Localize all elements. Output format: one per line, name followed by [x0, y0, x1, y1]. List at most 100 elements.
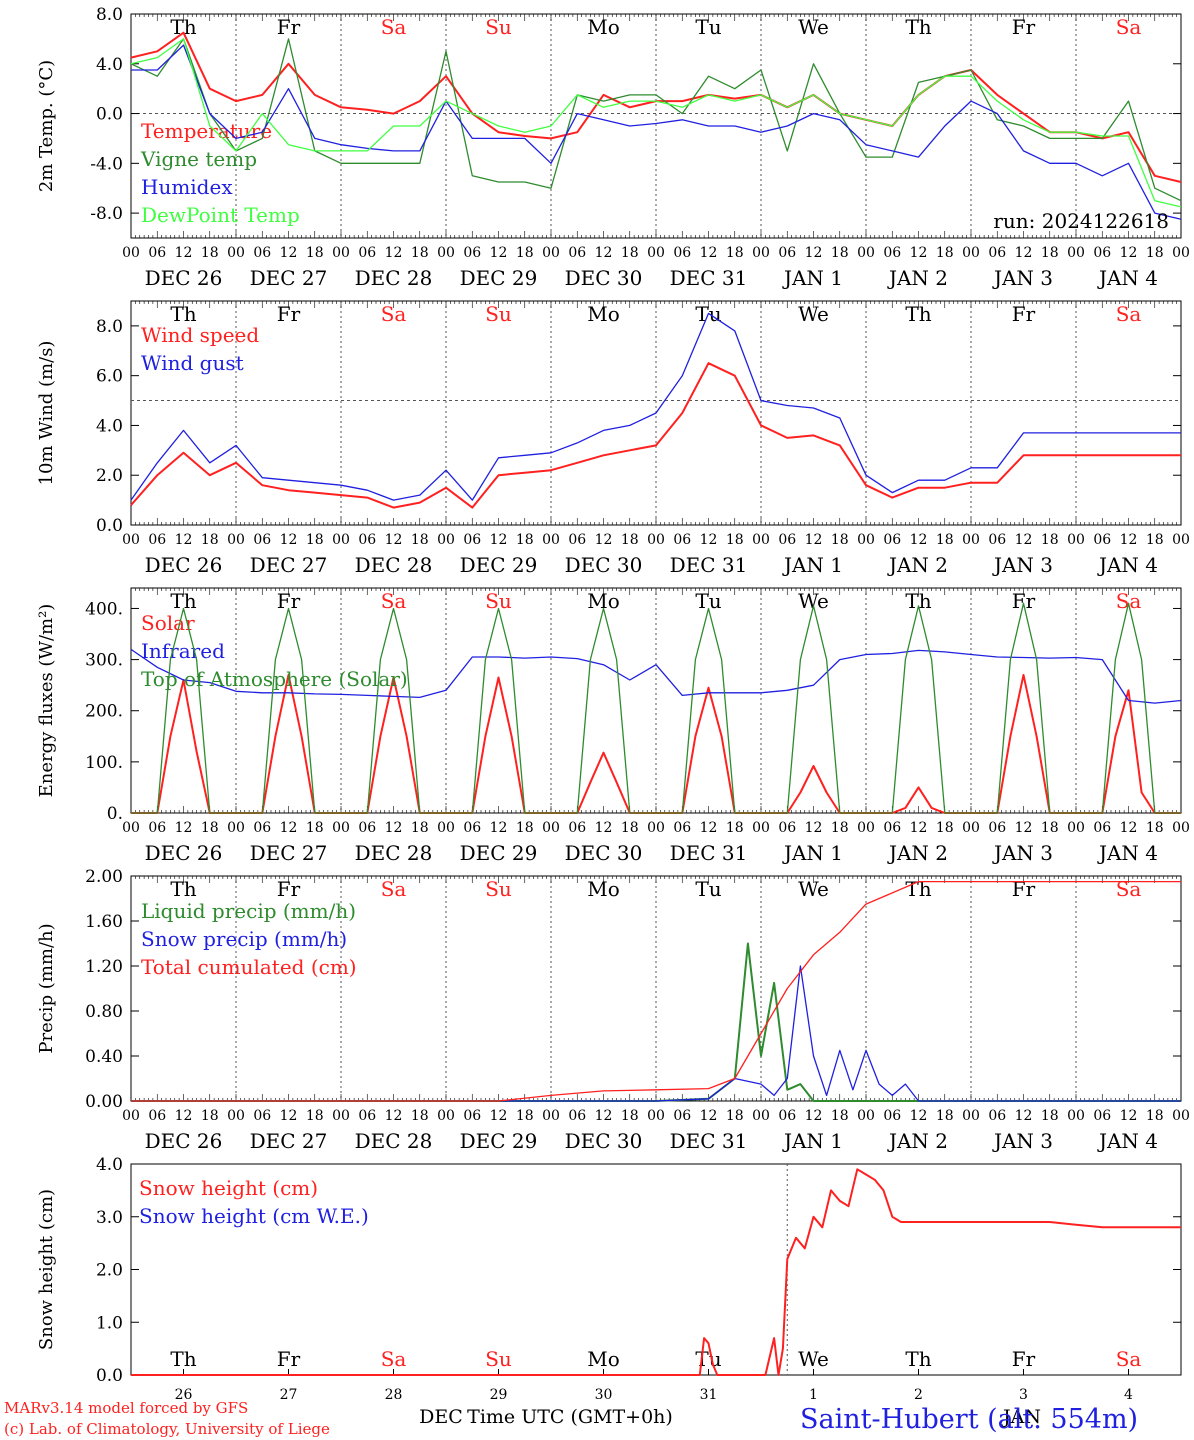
series-line-2 [130, 648, 1182, 704]
x-hour-label: 12 [805, 1108, 823, 1124]
x-hour-label: 00 [122, 820, 140, 836]
x-date-label: JAN 1 [782, 841, 843, 865]
day-name-label: Th [905, 15, 931, 39]
x-hour-label: 06 [988, 532, 1006, 548]
day-name-label: We [798, 1347, 829, 1371]
x-hour-label: 06 [148, 245, 166, 261]
day-name-label: Fr [277, 589, 301, 613]
x-hour-label: 00 [752, 1108, 770, 1124]
x-date-label: JAN 2 [887, 553, 948, 577]
series-line-1 [131, 1168, 1181, 1376]
x-hour-label: 00 [1172, 532, 1190, 548]
x-date-label: DEC 29 [460, 266, 538, 290]
day-name-label: Su [485, 1347, 512, 1371]
x-date-label: JAN 3 [992, 1129, 1053, 1153]
y-tick-label: -4.0 [90, 154, 123, 174]
legend-entry: DewPoint Temp [141, 203, 300, 227]
x-hour-label: 06 [673, 532, 691, 548]
x-hour-label: 00 [542, 1108, 560, 1124]
day-name-label: Th [905, 589, 931, 613]
x-hour-label: 00 [857, 245, 875, 261]
x-hour-label: 12 [490, 532, 508, 548]
x-day-tick-label: 31 [700, 1387, 718, 1403]
x-hour-label: 00 [857, 532, 875, 548]
x-day-tick-label: 27 [280, 1387, 298, 1403]
x-date-label: JAN 2 [887, 266, 948, 290]
panel-4: 0.00 0.40 0.80 1.20 1.60 2.00 Precip (mm/h) 00 0… [36, 867, 1190, 1153]
day-name-label: We [798, 589, 829, 613]
x-hour-label: 18 [621, 245, 639, 261]
x-hour-label: 00 [227, 532, 245, 548]
x-date-label: DEC 27 [250, 553, 328, 577]
legend-entry: Vigne temp [140, 147, 257, 171]
x-hour-label: 12 [175, 1108, 193, 1124]
x-hour-label: 06 [778, 820, 796, 836]
x-hour-label: 12 [175, 532, 193, 548]
x-date-label: JAN 3 [992, 266, 1053, 290]
y-tick-label: 0.0 [96, 516, 123, 536]
x-hour-label: 12 [280, 820, 298, 836]
x-date-label: DEC 31 [670, 841, 748, 865]
legend-entry: Solar [141, 611, 195, 635]
x-hour-label: 12 [1015, 820, 1033, 836]
y-tick-label: 0.40 [85, 1047, 123, 1067]
x-hour-label: 06 [148, 820, 166, 836]
day-name-label: Sa [381, 302, 407, 326]
x-hour-label: 12 [1120, 1108, 1138, 1124]
x-hour-label: 18 [516, 245, 534, 261]
legend-entry: Infrared [141, 639, 225, 663]
x-hour-label: 00 [647, 245, 665, 261]
x-hour-label: 00 [962, 1108, 980, 1124]
x-date-label: DEC 27 [250, 841, 328, 865]
day-name-label: Th [170, 302, 196, 326]
x-hour-label: 00 [752, 245, 770, 261]
legend-entry: Humidex [141, 175, 233, 199]
x-month-label: JAN [1001, 1406, 1041, 1428]
x-hour-label: 12 [700, 532, 718, 548]
day-name-label: Sa [1116, 877, 1142, 901]
y-axis-label: Precip (mm/h) [36, 923, 57, 1053]
legend-entry: Snow precip (mm/h) [141, 927, 347, 951]
x-date-label: JAN 2 [887, 841, 948, 865]
x-hour-label: 12 [595, 532, 613, 548]
x-hour-label: 00 [857, 820, 875, 836]
series-line-3 [131, 880, 1181, 1102]
x-hour-label: 06 [358, 820, 376, 836]
x-hour-label: 12 [910, 532, 928, 548]
panel-1: 8.0 4.0 0.0 -4.0 -8.0 2m Temp. (°C) 00 06 12 18 DE… [36, 5, 1190, 290]
x-hour-label: 00 [437, 1108, 455, 1124]
day-name-label: Su [485, 877, 512, 901]
x-hour-label: 18 [831, 245, 849, 261]
legend-entry: Top of Atmosphere (Solar) [141, 667, 408, 691]
x-hour-label: 00 [122, 1108, 140, 1124]
x-hour-label: 18 [1146, 532, 1164, 548]
x-hour-label: 00 [437, 245, 455, 261]
x-hour-label: 00 [122, 245, 140, 261]
y-tick-label: 4.0 [96, 55, 123, 75]
x-hour-label: 18 [831, 532, 849, 548]
day-name-label: Mo [587, 877, 620, 901]
x-date-label: DEC 28 [355, 841, 433, 865]
x-hour-label: 18 [306, 245, 324, 261]
x-hour-label: 18 [726, 245, 744, 261]
x-hour-label: 18 [831, 820, 849, 836]
x-hour-label: 00 [437, 532, 455, 548]
day-name-label: Fr [1012, 877, 1036, 901]
day-name-label: Th [905, 302, 931, 326]
x-hour-label: 18 [201, 532, 219, 548]
y-tick-label: 200. [85, 702, 123, 722]
day-name-label: Th [170, 877, 196, 901]
day-name-label: Su [485, 15, 512, 39]
x-hour-label: 12 [175, 245, 193, 261]
x-hour-label: 06 [358, 245, 376, 261]
x-hour-label: 12 [1120, 245, 1138, 261]
x-hour-label: 18 [306, 1108, 324, 1124]
x-hour-label: 18 [1041, 245, 1059, 261]
x-date-label: JAN 4 [1097, 553, 1158, 577]
x-hour-label: 18 [726, 1108, 744, 1124]
day-name-label: Fr [277, 15, 301, 39]
x-day-tick-label: 2 [914, 1387, 923, 1403]
day-name-label: Sa [1116, 302, 1142, 326]
x-hour-label: 18 [411, 245, 429, 261]
x-hour-label: 00 [332, 820, 350, 836]
